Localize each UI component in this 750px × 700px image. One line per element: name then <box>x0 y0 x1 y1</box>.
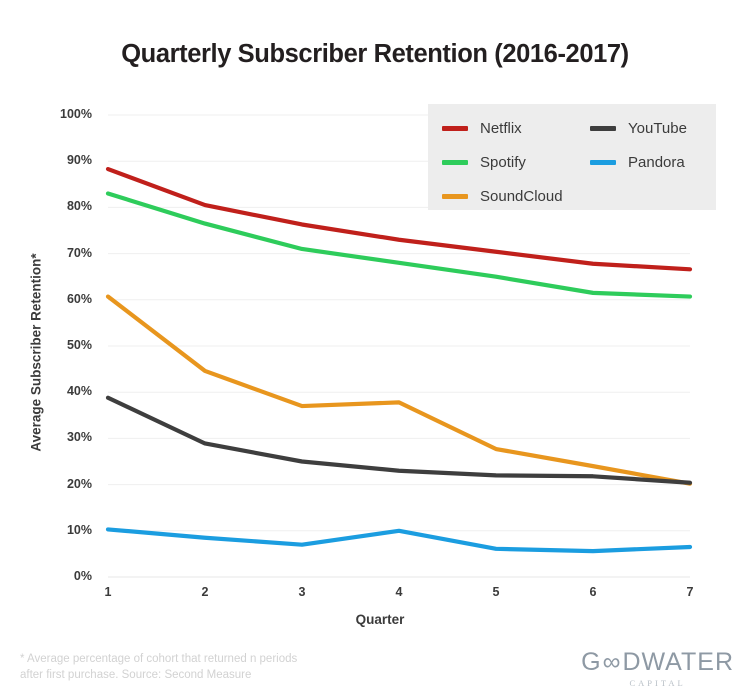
legend-label: Netflix <box>480 120 522 137</box>
y-tick-label: 30% <box>66 430 92 445</box>
x-tick-label: 4 <box>395 585 403 599</box>
x-axis-title: Quarter <box>355 612 405 627</box>
legend-swatch-icon <box>590 126 616 131</box>
legend-label: SoundCloud <box>480 188 563 205</box>
y-tick-label: 80% <box>66 199 92 214</box>
logo-infinity-icon: ∞ <box>602 648 622 676</box>
y-tick-label: 0% <box>73 569 92 583</box>
legend-label: YouTube <box>628 120 687 137</box>
legend-item-spotify[interactable]: Spotify <box>442 154 526 171</box>
y-tick-label: 20% <box>66 476 92 491</box>
series-lines <box>105 166 693 554</box>
logo-letter-g: G <box>581 648 602 676</box>
footnote: * Average percentage of cohort that retu… <box>20 652 420 683</box>
x-tick-label: 3 <box>298 585 306 599</box>
y-tick-label: 50% <box>66 338 92 352</box>
y-tick-label: 60% <box>66 291 92 306</box>
legend-swatch-icon <box>442 160 468 165</box>
legend-swatch-icon <box>442 194 468 199</box>
y-tick-label: 70% <box>66 245 92 260</box>
x-tick-label: 2 <box>201 585 209 599</box>
legend-item-pandora[interactable]: Pandora <box>590 154 685 171</box>
logo-subtitle: CAPITAL <box>629 678 686 688</box>
x-tick-label: 1 <box>104 585 112 599</box>
y-tick-label: 100% <box>60 107 92 121</box>
legend-swatch-icon <box>442 126 468 131</box>
chart-title: Quarterly Subscriber Retention (2016-201… <box>121 40 629 68</box>
legend-item-netflix[interactable]: Netflix <box>442 120 522 137</box>
series-line-soundcloud <box>105 294 693 486</box>
series-line-pandora <box>105 527 693 554</box>
goodwater-capital-logo: G ∞ DWATER CAPITAL <box>581 650 734 689</box>
legend-swatch-icon <box>590 160 616 165</box>
y-tick-label: 10% <box>66 522 92 537</box>
series-line-youtube <box>105 395 693 485</box>
x-tick-label: 7 <box>686 585 694 599</box>
legend-item-soundcloud[interactable]: SoundCloud <box>442 188 563 205</box>
legend-item-youtube[interactable]: YouTube <box>590 120 687 137</box>
logo-wordmark-end: DWATER <box>622 648 734 676</box>
y-tick-label: 40% <box>66 384 92 399</box>
x-tick-label: 6 <box>589 585 597 599</box>
legend-label: Pandora <box>628 154 685 171</box>
footnote-line-2: after first purchase. Source: Second Mea… <box>20 668 252 681</box>
legend: Netflix Spotify SoundCloud YouTube Pandora <box>428 104 716 210</box>
footnote-line-1: * Average percentage of cohort that retu… <box>20 653 298 665</box>
y-tick-label: 90% <box>66 153 92 168</box>
series-line-spotify <box>105 191 693 299</box>
legend-label: Spotify <box>480 154 526 171</box>
x-tick-label: 5 <box>492 585 500 599</box>
series-line-netflix <box>105 166 693 272</box>
logo-wordmark: G ∞ DWATER <box>581 650 734 675</box>
